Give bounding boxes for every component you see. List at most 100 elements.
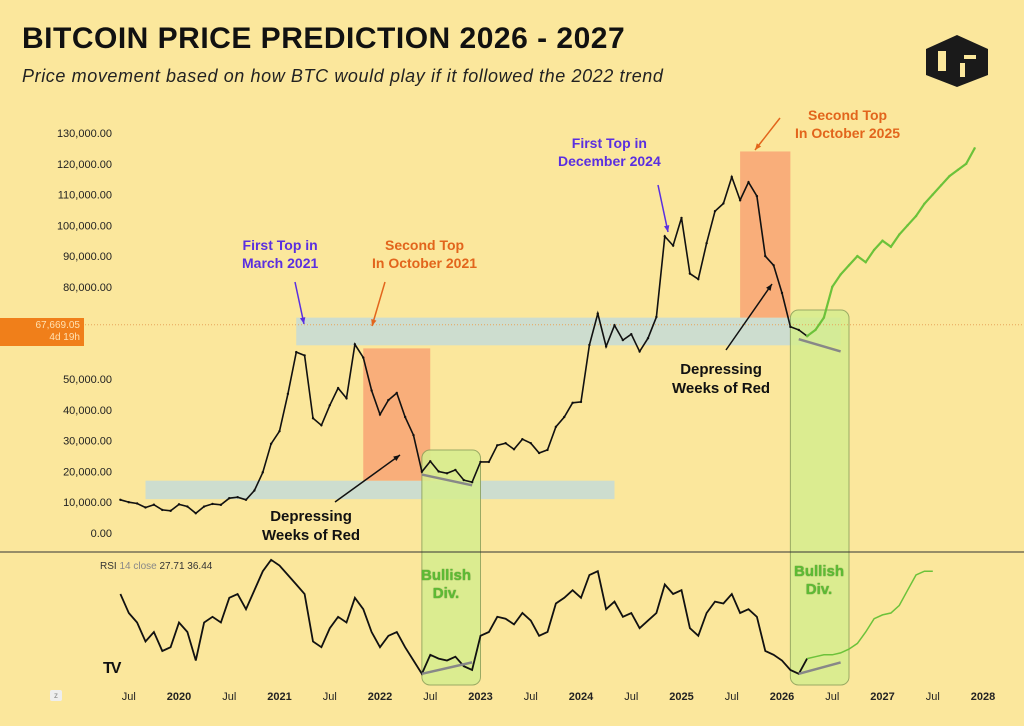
price-point	[353, 343, 357, 346]
price-point	[529, 441, 532, 445]
price-point	[956, 168, 960, 172]
timezone-button[interactable]: z	[50, 690, 62, 701]
price-point	[839, 273, 842, 276]
bullish-divergence-box	[421, 449, 481, 686]
price-point	[973, 147, 976, 150]
price-point	[814, 328, 817, 332]
y-tick-label: 50,000.00	[63, 374, 112, 386]
annotation-first-top-2021: First Top in March 2021	[242, 237, 319, 271]
price-point	[939, 184, 943, 187]
x-tick-label: Jul	[825, 691, 839, 703]
bullish-divergence-box	[789, 309, 850, 686]
rsi-projection-line	[806, 570, 933, 660]
price-point	[487, 460, 491, 464]
price-point	[261, 471, 264, 474]
x-tick-label: Jul	[725, 691, 739, 703]
y-tick-label: 40,000.00	[63, 405, 112, 417]
price-point	[412, 433, 415, 437]
price-point	[462, 478, 465, 482]
page-title: BITCOIN PRICE PREDICTION 2026 - 2027	[22, 22, 626, 55]
price-point	[722, 202, 725, 205]
price-point	[278, 429, 281, 433]
price-point	[705, 241, 708, 245]
price-point	[789, 325, 792, 329]
y-tick-label: 130,000.00	[57, 128, 112, 140]
x-tick-label: 2021	[267, 691, 291, 703]
price-point	[470, 481, 474, 484]
rsi-trendline	[421, 661, 473, 676]
x-tick-label: 2027	[870, 691, 894, 703]
price-point	[630, 333, 633, 336]
price-point	[772, 264, 775, 267]
price-point	[378, 413, 382, 416]
price-point	[320, 424, 323, 427]
price-point	[454, 468, 457, 472]
annotation-bullish-div-2: Bullish Div.	[794, 563, 845, 598]
price-point	[872, 248, 876, 252]
price-point	[236, 495, 239, 499]
price-point	[496, 444, 499, 447]
price-point	[445, 472, 449, 475]
price-point	[613, 324, 616, 327]
price-point	[931, 193, 934, 196]
arrow-depressing-1	[334, 454, 401, 503]
arrow-depressing-2	[725, 283, 773, 351]
price-point	[135, 502, 139, 505]
price-point	[764, 254, 767, 258]
price-point	[923, 202, 926, 205]
price-point	[965, 162, 968, 165]
price-point	[713, 209, 717, 213]
price-point	[537, 451, 541, 455]
x-tick-label: 2023	[468, 691, 492, 703]
x-tick-label: Jul	[323, 691, 337, 703]
price-point	[805, 334, 809, 338]
price-point	[269, 442, 273, 445]
arrow-second-top-2025	[754, 117, 781, 151]
annotation-second-top-2025: Second Top In October 2025	[795, 107, 901, 141]
arrow-second-top-2021	[371, 281, 386, 327]
resistance-zone	[296, 317, 841, 346]
price-point	[881, 239, 884, 242]
arrow-depressing-1-head	[393, 455, 400, 461]
price-point	[646, 337, 650, 340]
y-tick-label: 80,000.00	[63, 282, 112, 294]
brand-logo	[926, 35, 988, 87]
price-point	[395, 391, 398, 395]
price-point	[161, 508, 164, 512]
price-point	[588, 343, 591, 347]
price-point	[638, 350, 641, 353]
x-tick-label: 2024	[569, 691, 594, 703]
price-point	[914, 214, 918, 218]
arrow-depressing-2-head	[766, 284, 772, 291]
price-point	[429, 460, 432, 463]
price-trendline	[421, 473, 473, 487]
price-point	[512, 448, 516, 451]
rsi-value-1: 27.71	[159, 561, 185, 572]
y-tick-label: 90,000.00	[63, 251, 112, 263]
x-tick-label: Jul	[122, 691, 136, 703]
arrow-first-top-2021	[294, 281, 305, 325]
price-point	[856, 254, 859, 258]
price-point	[504, 441, 507, 445]
price-point	[621, 338, 625, 342]
price-point	[211, 502, 214, 506]
rsi-value-2: 36.44	[187, 561, 213, 572]
current-price-tag: 67,669.05 4d 19h	[0, 318, 84, 346]
price-point	[898, 233, 901, 236]
price-point	[906, 224, 909, 227]
price-point	[948, 174, 951, 178]
price-point	[604, 345, 608, 348]
price-point	[554, 425, 558, 429]
annotation-depressing-weeks-2: Depressing Weeks of Red	[672, 361, 771, 397]
price-point	[295, 350, 298, 354]
price-point	[127, 501, 130, 504]
price-point	[847, 264, 851, 267]
x-tick-label: Jul	[423, 691, 437, 703]
price-point	[864, 261, 867, 264]
price-point	[169, 509, 172, 513]
y-tick-label: 0.00	[91, 528, 112, 540]
x-tick-label: Jul	[624, 691, 638, 703]
price-point	[688, 272, 692, 275]
